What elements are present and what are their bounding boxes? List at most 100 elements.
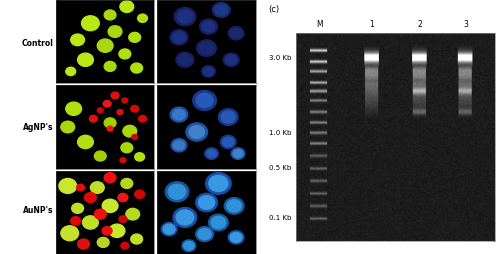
Circle shape — [138, 115, 146, 122]
Circle shape — [196, 93, 213, 108]
Circle shape — [174, 7, 196, 26]
Circle shape — [120, 158, 126, 163]
Circle shape — [177, 10, 192, 23]
Circle shape — [178, 54, 192, 65]
Circle shape — [204, 148, 218, 159]
Text: Control: Control — [22, 39, 53, 48]
Circle shape — [66, 102, 82, 115]
Circle shape — [82, 216, 98, 229]
Circle shape — [119, 216, 127, 223]
Text: 0.1 Kb: 0.1 Kb — [269, 215, 291, 221]
Circle shape — [165, 182, 189, 202]
Circle shape — [131, 234, 142, 244]
Circle shape — [122, 98, 128, 103]
Circle shape — [228, 27, 244, 40]
Circle shape — [117, 109, 123, 115]
Circle shape — [186, 123, 208, 141]
Text: 3: 3 — [463, 20, 468, 29]
Circle shape — [202, 21, 215, 32]
Circle shape — [172, 109, 186, 120]
Circle shape — [104, 173, 116, 183]
Circle shape — [121, 179, 132, 188]
Circle shape — [198, 229, 211, 240]
Circle shape — [98, 108, 103, 113]
Circle shape — [59, 179, 76, 193]
Circle shape — [196, 227, 214, 242]
Circle shape — [233, 149, 243, 158]
Circle shape — [193, 90, 216, 110]
Circle shape — [84, 193, 96, 202]
Circle shape — [104, 118, 116, 128]
Circle shape — [172, 32, 186, 43]
Circle shape — [132, 134, 138, 139]
Circle shape — [204, 67, 214, 76]
Circle shape — [170, 107, 188, 122]
Circle shape — [162, 223, 177, 236]
Circle shape — [70, 217, 81, 225]
Circle shape — [78, 53, 94, 66]
Circle shape — [174, 140, 184, 150]
Circle shape — [222, 137, 234, 147]
Circle shape — [134, 190, 144, 198]
Circle shape — [176, 52, 194, 67]
Circle shape — [131, 105, 138, 112]
Circle shape — [61, 226, 78, 241]
Circle shape — [226, 55, 237, 65]
Circle shape — [90, 115, 98, 122]
Circle shape — [78, 239, 90, 249]
Circle shape — [173, 208, 197, 227]
Circle shape — [123, 125, 136, 137]
Circle shape — [224, 198, 244, 214]
Circle shape — [119, 49, 131, 59]
Circle shape — [134, 153, 144, 161]
Circle shape — [118, 193, 128, 202]
Circle shape — [206, 173, 231, 194]
Circle shape — [215, 5, 228, 15]
Circle shape — [98, 237, 109, 247]
Circle shape — [228, 231, 244, 244]
Circle shape — [120, 1, 134, 12]
Circle shape — [208, 214, 228, 231]
Circle shape — [109, 224, 125, 237]
Circle shape — [76, 184, 84, 191]
Circle shape — [221, 111, 236, 123]
Circle shape — [121, 143, 132, 153]
Circle shape — [108, 26, 122, 37]
Circle shape — [196, 40, 216, 56]
Circle shape — [224, 53, 239, 66]
Circle shape — [184, 241, 194, 250]
Circle shape — [102, 227, 112, 235]
Circle shape — [182, 240, 196, 251]
Text: 2: 2 — [418, 20, 422, 29]
Circle shape — [138, 14, 147, 22]
Circle shape — [171, 139, 187, 152]
Circle shape — [61, 121, 74, 133]
Circle shape — [168, 184, 186, 199]
Circle shape — [94, 209, 106, 219]
Circle shape — [196, 193, 218, 212]
Text: 3.0 Kb: 3.0 Kb — [269, 55, 291, 61]
Circle shape — [226, 200, 242, 212]
Circle shape — [131, 63, 142, 73]
Circle shape — [103, 100, 111, 107]
Text: 0.5 Kb: 0.5 Kb — [270, 165, 291, 171]
Circle shape — [111, 92, 119, 99]
Circle shape — [218, 109, 238, 125]
Circle shape — [104, 10, 116, 20]
Text: 1: 1 — [370, 20, 374, 29]
Circle shape — [70, 34, 85, 46]
Circle shape — [163, 224, 175, 234]
Circle shape — [107, 126, 113, 131]
Circle shape — [126, 208, 140, 220]
Circle shape — [82, 16, 100, 31]
Circle shape — [170, 30, 188, 45]
Circle shape — [231, 148, 245, 159]
Circle shape — [121, 242, 129, 249]
Circle shape — [230, 232, 242, 242]
Circle shape — [78, 135, 94, 149]
Text: AgNP's: AgNP's — [22, 122, 53, 132]
Circle shape — [200, 42, 213, 54]
Circle shape — [230, 28, 242, 38]
Text: AuNP's: AuNP's — [22, 206, 53, 215]
Text: M: M — [316, 20, 322, 29]
